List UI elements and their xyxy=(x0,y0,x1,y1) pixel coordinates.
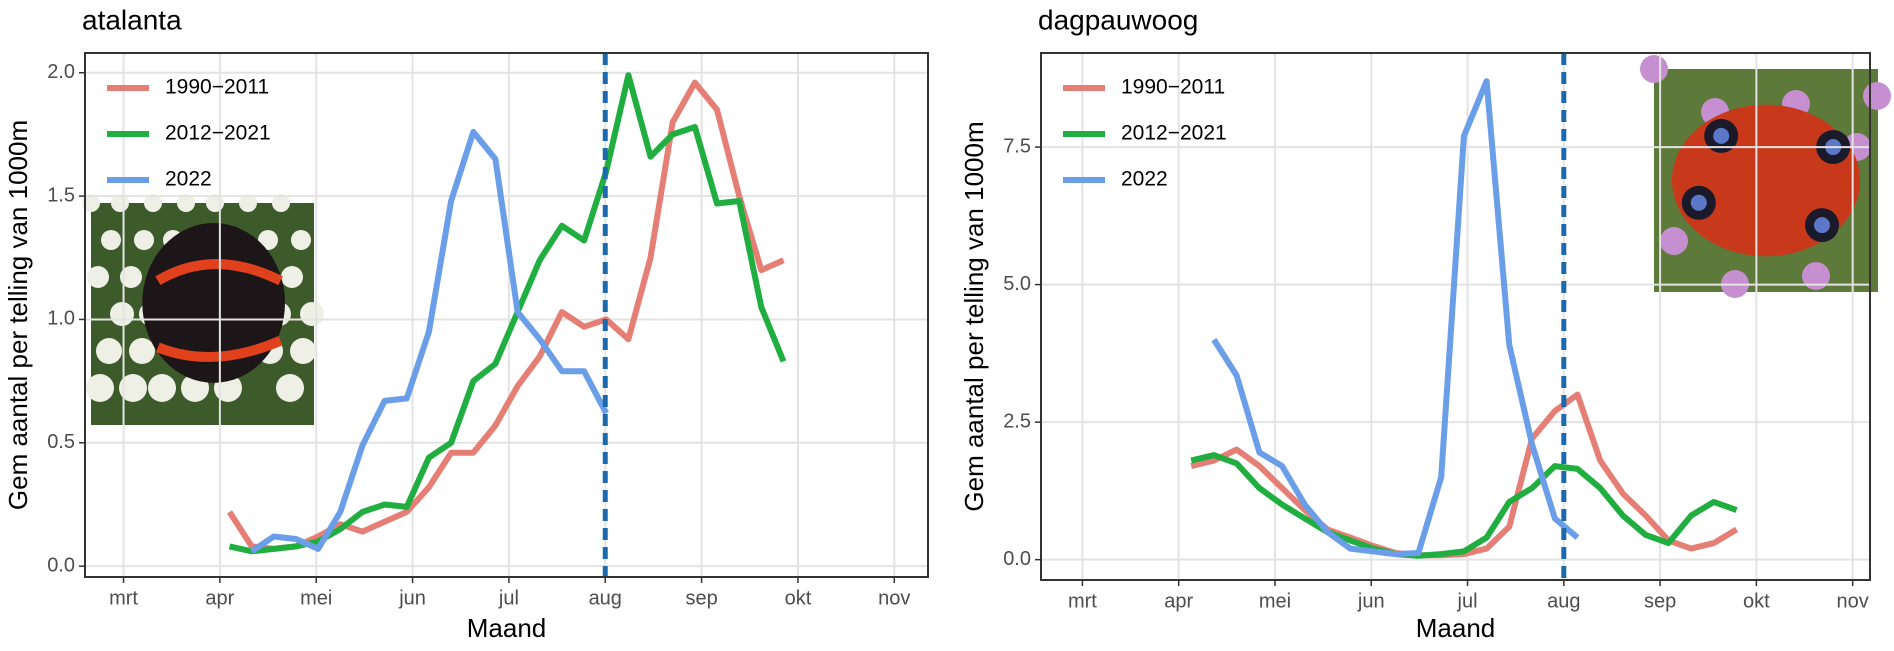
photo-flower xyxy=(300,302,324,326)
y-tick-label: 5.0 xyxy=(1003,273,1031,295)
y-axis-label: Gem aantal per telling van 1000m xyxy=(3,120,33,510)
x-tick-label: apr xyxy=(1164,590,1193,612)
photo-flower xyxy=(120,266,142,288)
photo-flower xyxy=(96,338,122,364)
photo-wing xyxy=(142,222,286,383)
x-tick-label: okt xyxy=(1743,590,1770,612)
x-tick-label: okt xyxy=(785,587,812,609)
panel: atalanta Maand Gem aantal per telling van … xyxy=(3,4,929,643)
x-tick-label: mrt xyxy=(1068,590,1097,612)
legend-label: 2022 xyxy=(1121,168,1168,191)
panel: dagpauwoog Maand Gem aantal per telling va… xyxy=(959,4,1871,643)
panel-border xyxy=(84,52,929,578)
series-line xyxy=(1211,78,1580,558)
photo-flower xyxy=(119,374,147,402)
series-line xyxy=(250,128,609,554)
y-tick-label: 2.0 xyxy=(47,61,75,83)
photo-flower xyxy=(272,194,290,212)
photo-flower xyxy=(1863,82,1891,110)
x-tick-label: jun xyxy=(398,587,426,609)
x-tick-label: sep xyxy=(1644,590,1676,612)
series-line xyxy=(226,79,785,552)
x-axis-label: Maand xyxy=(1416,613,1496,643)
x-tick-label: jul xyxy=(498,587,519,609)
x-axis-label: Maand xyxy=(467,613,547,643)
x-tick-label: apr xyxy=(205,587,234,609)
photo-flower xyxy=(239,194,257,212)
photo-flower xyxy=(110,302,134,326)
photo-flower xyxy=(276,374,304,402)
chart-title: dagpauwoog xyxy=(1038,4,1198,35)
y-tick-label: 0.5 xyxy=(47,431,75,453)
x-tick-label: mei xyxy=(300,587,332,609)
photo-flower xyxy=(258,230,278,250)
photo-flower xyxy=(290,338,316,364)
photo-flower xyxy=(82,194,100,212)
legend-label: 1990−2011 xyxy=(165,76,269,99)
photo-flower xyxy=(1660,227,1688,255)
series-line xyxy=(1190,452,1738,559)
x-tick-label: sep xyxy=(685,587,717,609)
photo-flower xyxy=(1802,262,1830,290)
y-tick-label: 7.5 xyxy=(1003,135,1031,157)
photo-flower xyxy=(291,230,311,250)
x-tick-label: nov xyxy=(1837,590,1869,612)
photo-flower xyxy=(86,374,114,402)
legend-label: 1990−2011 xyxy=(1121,76,1225,99)
photo-flower xyxy=(1640,55,1668,83)
y-tick-label: 0.0 xyxy=(1003,548,1031,570)
legend-label: 2012−2021 xyxy=(165,122,271,145)
legend-label: 2022 xyxy=(165,168,212,191)
photo-flower xyxy=(144,194,162,212)
chart-title: atalanta xyxy=(82,4,182,35)
photo-flower xyxy=(281,266,303,288)
photo-flower xyxy=(101,230,121,250)
photo-eyespot xyxy=(1713,127,1730,144)
y-tick-label: 1.5 xyxy=(47,184,75,206)
y-tick-label: 1.0 xyxy=(47,308,75,330)
legend-label: 2012−2021 xyxy=(1121,122,1227,145)
x-tick-label: aug xyxy=(589,587,622,609)
x-tick-label: mei xyxy=(1259,590,1291,612)
photo-flower xyxy=(177,194,195,212)
y-tick-label: 0.0 xyxy=(47,554,75,576)
photo-band xyxy=(156,336,283,362)
x-tick-label: jun xyxy=(1357,590,1385,612)
photo-eyespot xyxy=(1690,194,1707,211)
photo-flower xyxy=(87,266,109,288)
photo-flower xyxy=(134,230,154,250)
x-tick-label: nov xyxy=(878,587,910,609)
photo-eyespot xyxy=(1814,217,1830,234)
photos xyxy=(82,55,1891,425)
y-axis-label: Gem aantal per telling van 1000m xyxy=(959,121,989,511)
y-tick-label: 2.5 xyxy=(1003,410,1031,432)
x-tick-label: mrt xyxy=(109,587,138,609)
photo-band xyxy=(155,259,283,286)
photo-flower xyxy=(129,338,155,364)
panel-border xyxy=(1040,52,1871,581)
x-tick-label: aug xyxy=(1547,590,1580,612)
x-tick-label: jul xyxy=(1457,590,1478,612)
photo-flower xyxy=(148,374,176,402)
